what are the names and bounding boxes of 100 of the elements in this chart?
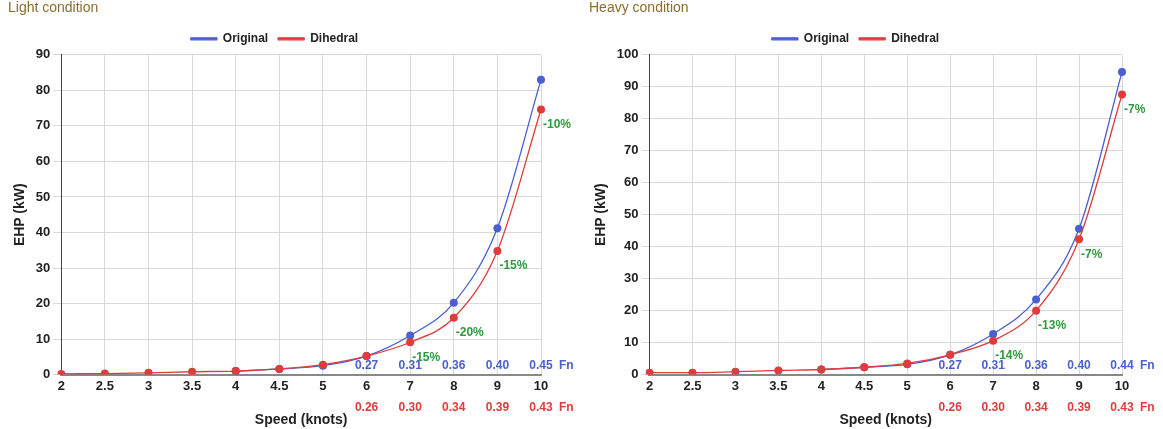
- x-tick-label: 4.5: [855, 377, 874, 393]
- annotation: 0.36: [442, 357, 466, 372]
- point: [144, 368, 153, 375]
- point: [188, 367, 197, 375]
- annotation: -15%: [499, 258, 528, 273]
- point: [774, 366, 783, 375]
- y-tick-label: 0: [631, 366, 639, 382]
- y-tick-label: 80: [35, 81, 51, 97]
- annotation: -20%: [455, 325, 485, 340]
- y-tick-label: 70: [624, 142, 639, 158]
- text: 0.34: [1024, 399, 1049, 414]
- x-tick-label: 2.5: [95, 377, 114, 393]
- x-tick-label: 3: [144, 377, 153, 393]
- text: 0.30: [398, 399, 423, 414]
- annotation: -7%: [1124, 101, 1146, 116]
- annotation: 0.44: [1110, 357, 1134, 372]
- y-tick-label: 20: [35, 295, 51, 311]
- x-tick-label: 2.5: [683, 377, 702, 393]
- x-tick-label: 6: [362, 377, 371, 393]
- annotation: 0.45: [529, 357, 553, 372]
- y-tick-label: 30: [35, 259, 51, 275]
- legend-label: Original: [222, 31, 269, 46]
- y-tick-label: 30: [624, 270, 639, 286]
- point: [449, 313, 458, 322]
- text: Fn: [559, 357, 574, 372]
- chart-title: Light condition: [8, 0, 99, 16]
- point: [989, 329, 998, 338]
- x-tick-label: 4: [232, 377, 241, 393]
- y-tick-label: 80: [624, 110, 639, 126]
- point: [1032, 306, 1041, 315]
- annotation: 0.40: [485, 357, 510, 372]
- annotation: -7%: [1081, 246, 1103, 261]
- x-axis-title: Speed (knots): [839, 411, 933, 428]
- x-tick-label: 2: [645, 377, 654, 393]
- annotation: 0.40: [1067, 357, 1092, 372]
- text: 0.34: [442, 399, 466, 414]
- text: 0.26: [354, 399, 379, 414]
- text: 0.39: [1067, 399, 1092, 414]
- y-tick-label: 60: [624, 174, 639, 190]
- legend-label: Original: [803, 31, 850, 46]
- x-tick-label: 10: [1114, 377, 1130, 393]
- text: Fn: [559, 399, 574, 414]
- legend-label: Dihedral: [891, 31, 940, 46]
- y-tick-label: 60: [35, 152, 51, 168]
- x-tick-label: 5: [903, 377, 911, 393]
- point: [1075, 224, 1084, 233]
- point: [537, 105, 545, 114]
- annotation: -10%: [543, 116, 572, 131]
- x-tick-label: 7: [406, 377, 414, 393]
- y-tick-label: 40: [35, 224, 51, 240]
- point: [1118, 90, 1126, 99]
- y-tick-label: 10: [624, 334, 639, 350]
- text: 0.43: [1110, 399, 1134, 414]
- legend-label: Dihedral: [310, 31, 359, 46]
- point: [1032, 295, 1041, 304]
- x-axis-title: Speed (knots): [254, 411, 348, 428]
- x-tick-label: 7: [989, 377, 997, 393]
- point: [449, 298, 458, 307]
- x-tick-label: 8: [1032, 377, 1040, 393]
- annotation: 0.27: [354, 357, 379, 372]
- point: [406, 338, 415, 347]
- point: [1075, 235, 1084, 244]
- x-tick-label: 9: [1075, 377, 1083, 393]
- text: 0.30: [981, 399, 1006, 414]
- y-tick-label: 100: [616, 46, 639, 62]
- text: 0.43: [529, 399, 553, 414]
- x-tick-label: 2: [57, 377, 65, 393]
- point: [537, 75, 545, 84]
- x-tick-label: 6: [946, 377, 954, 393]
- x-tick-label: 4.5: [270, 377, 289, 393]
- x-tick-label: 8: [450, 377, 458, 393]
- point: [1118, 68, 1126, 77]
- x-tick-label: 3.5: [183, 377, 202, 393]
- annotation: -13%: [1038, 317, 1067, 332]
- annotation: 0.36: [1024, 357, 1049, 372]
- point: [493, 246, 502, 255]
- y-tick-label: 70: [35, 117, 51, 133]
- y-tick-label: 90: [624, 78, 639, 94]
- point: [688, 368, 697, 375]
- y-tick-label: 40: [624, 238, 639, 254]
- text: Fn: [1140, 399, 1155, 414]
- x-tick-label: 3.5: [769, 377, 788, 393]
- text: 0.26: [938, 399, 963, 414]
- annotation: 0.27: [938, 357, 963, 372]
- x-tick-label: 3: [731, 377, 740, 393]
- text: Fn: [1140, 357, 1155, 372]
- y-tick-label: 0: [43, 366, 51, 382]
- point: [989, 336, 998, 345]
- y-tick-label: 10: [35, 330, 51, 346]
- x-tick-label: 9: [493, 377, 501, 393]
- y-tick-label: 20: [624, 302, 639, 318]
- chart-title: Heavy condition: [589, 0, 689, 16]
- y-axis-title: EHP (kW): [592, 183, 609, 247]
- y-tick-label: 90: [35, 46, 51, 62]
- x-tick-label: 4: [817, 377, 826, 393]
- y-tick-label: 50: [35, 188, 51, 204]
- point: [731, 367, 740, 375]
- text: 0.39: [485, 399, 510, 414]
- y-tick-label: 50: [624, 206, 639, 222]
- y-axis-title: EHP (kW): [11, 183, 28, 247]
